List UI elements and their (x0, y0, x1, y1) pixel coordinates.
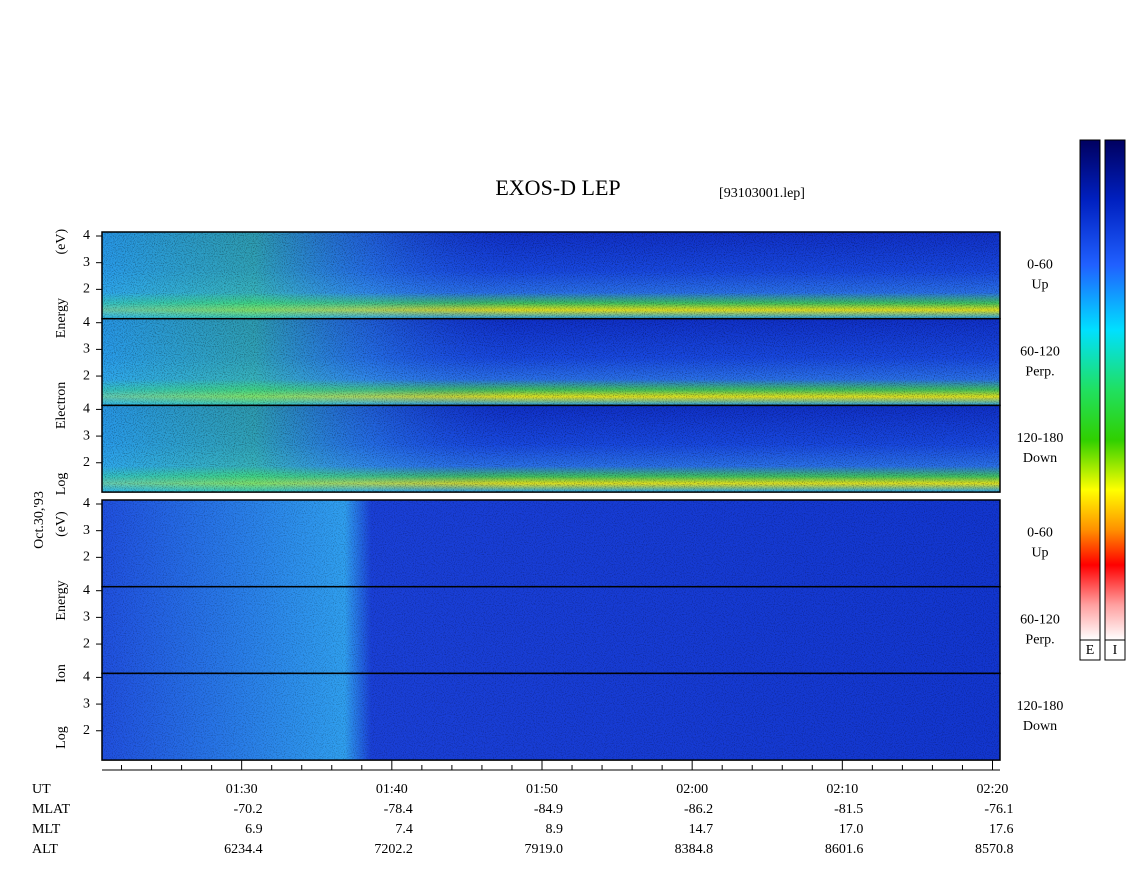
footer-value: 6234.4 (224, 842, 263, 857)
y-tick-label: 2 (83, 282, 90, 297)
y-tick-label: 3 (83, 342, 90, 357)
footer-value: 8570.8 (975, 842, 1014, 857)
footer-value: 6.9 (245, 822, 263, 837)
footer-value: -78.4 (384, 802, 413, 817)
footer-value: -76.1 (984, 802, 1013, 817)
panel-label: Perp. (1025, 632, 1054, 647)
y-tick-label: 4 (83, 496, 90, 511)
x-axis-label: UT (32, 782, 51, 797)
panel-label: Down (1023, 451, 1057, 466)
y-tick-label: 3 (83, 428, 90, 443)
y-tick-label: 4 (83, 228, 90, 243)
x-tick-label: 02:10 (826, 782, 858, 797)
y-tick-label: 3 (83, 255, 90, 270)
y-tick-label: 3 (83, 610, 90, 625)
spectrogram-noise (102, 232, 1000, 319)
y-tick-label: 2 (83, 636, 90, 651)
footer-value: -81.5 (834, 802, 863, 817)
colorbar-label: I (1113, 643, 1118, 658)
footer-value: -86.2 (684, 802, 713, 817)
x-tick-label: 01:30 (226, 782, 258, 797)
y-tick-label: 4 (83, 583, 90, 598)
colorbar (1104, 139, 1126, 641)
y-tick-label: 4 (83, 670, 90, 685)
panel-label: Perp. (1025, 364, 1054, 379)
y-tick-label: 3 (83, 523, 90, 538)
colorbar-label-box (1104, 639, 1126, 661)
y-tick-label: 2 (83, 550, 90, 565)
y-tick-label: 3 (83, 696, 90, 711)
footer-value: 17.6 (989, 822, 1014, 837)
y-axis-label: Log Ion Energy (eV) (54, 511, 69, 749)
y-axis-label: Log Electron Energy (eV) (54, 229, 69, 496)
panel-label: 60-120 (1020, 612, 1060, 627)
file-name: [93103001.lep] (719, 186, 805, 201)
panel-label: 60-120 (1020, 344, 1060, 359)
panel-label: 0-60 (1027, 258, 1053, 273)
footer-value: -84.9 (534, 802, 563, 817)
panel-label: 120-180 (1017, 699, 1064, 714)
footer-value: 7919.0 (524, 842, 563, 857)
x-tick-label: 02:00 (676, 782, 708, 797)
panel-label: Up (1031, 278, 1048, 293)
x-tick-label: 01:50 (526, 782, 558, 797)
footer-value: 7.4 (395, 822, 413, 837)
x-tick-label: 01:40 (376, 782, 408, 797)
footer-value: 14.7 (689, 822, 714, 837)
footer-value: 8.9 (545, 822, 563, 837)
footer-value: 8601.6 (825, 842, 864, 857)
y-tick-label: 2 (83, 368, 90, 383)
panel-label: Up (1031, 546, 1048, 561)
panel-label: 120-180 (1017, 431, 1064, 446)
footer-value: 7202.2 (374, 842, 413, 857)
title: EXOS-D LEP (495, 175, 620, 200)
colorbar-label: E (1086, 643, 1095, 658)
panel-frame (101, 672, 1001, 761)
footer-row-name: MLAT (32, 802, 71, 817)
x-tick-label: 02:20 (977, 782, 1009, 797)
spectrogram-noise (102, 673, 1000, 761)
colorbar-label-box (1079, 639, 1101, 661)
footer-row-name: MLT (32, 822, 61, 837)
y-tick-label: 4 (83, 315, 90, 330)
footer-row-name: ALT (32, 842, 58, 857)
y-tick-label: 2 (83, 723, 90, 738)
spectrogram-noise (102, 405, 1000, 493)
colorbar (1079, 139, 1101, 641)
footer-value: 17.0 (839, 822, 864, 837)
footer-value: 8384.8 (675, 842, 714, 857)
y-tick-label: 4 (83, 402, 90, 417)
panel-label: Down (1023, 719, 1057, 734)
footer-value: -70.2 (233, 802, 262, 817)
spectrogram-noise (102, 318, 1000, 406)
date-label: Oct.30,'93 (32, 491, 47, 549)
panel-label: 0-60 (1027, 526, 1053, 541)
y-tick-label: 2 (83, 455, 90, 470)
spectrogram-noise (102, 500, 1000, 587)
spectrogram-noise (102, 586, 1000, 674)
panel-frame (101, 404, 1001, 493)
